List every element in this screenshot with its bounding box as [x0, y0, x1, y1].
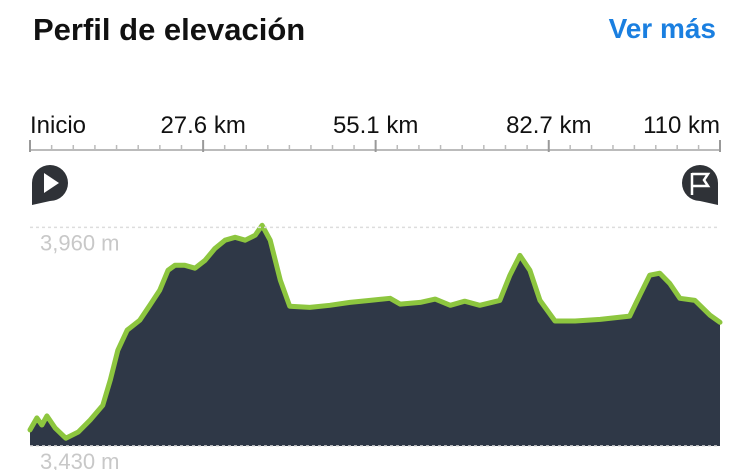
card-title: Perfil de elevación [33, 12, 305, 47]
finish-icon [682, 165, 718, 205]
y-tick-label: 3,960 m [40, 230, 120, 255]
x-tick-label: 110 km [643, 112, 720, 139]
x-tick-label: 27.6 km [160, 112, 245, 139]
elevation-line [27, 222, 723, 441]
x-tick-label: 55.1 km [333, 112, 418, 139]
x-tick-label: 82.7 km [506, 112, 591, 139]
start-icon [32, 165, 68, 205]
x-tick-label: Inicio [30, 112, 86, 139]
y-tick-label: 3,430 m [40, 449, 120, 470]
elevation-area [30, 225, 720, 446]
see-more-link[interactable]: Ver más [609, 13, 716, 44]
